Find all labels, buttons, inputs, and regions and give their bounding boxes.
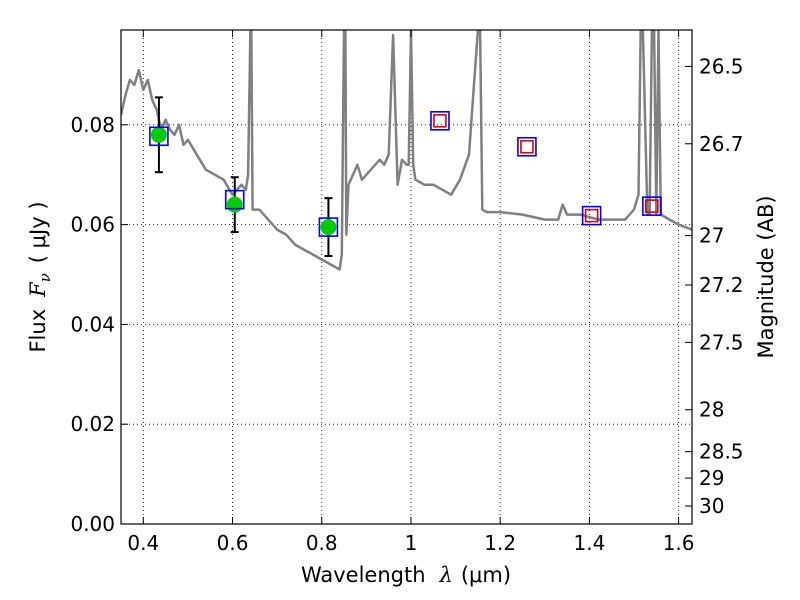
observed-point [320,219,337,236]
x-tick-label: 1.4 [573,531,605,555]
mag-tick-label: 27 [699,224,724,248]
model-square [642,196,662,216]
predicted-square [584,208,599,223]
predicted-square [645,199,659,213]
ticks: 0.4 0.6 0.8 1 1.2 1.4 1.6 0.00 0.02 0.04 0.06 0.08 2… [70,30,744,555]
sed-line [121,30,692,271]
x-axis-label: Wavelength λ (μm) [301,563,511,587]
mag-tick-label: 30 [699,494,724,518]
plot-frame [120,29,693,525]
x-tick-label: 0.4 [127,531,159,555]
mag-tick-label: 26.5 [699,54,744,78]
mag-tick-label: 29 [699,466,724,490]
mag-tick-label: 27.2 [699,273,744,297]
mag-tick-label: 26.7 [699,132,744,156]
gridlines [121,30,692,524]
model-square [517,136,537,157]
model-square [224,189,245,210]
observed-point [226,196,243,213]
x-tick-label: 1 [405,531,418,555]
x-tick-label: 0.8 [306,531,338,555]
mag-tick-label: 28.5 [699,440,744,464]
x-tick-label: 1.2 [484,531,516,555]
y2-axis-label: Magnitude (AB) [754,195,778,358]
y-tick-label: 0.00 [70,512,115,536]
y-tick-label: 0.02 [70,412,115,436]
x-tick-label: 1.6 [663,531,695,555]
plot-area [121,30,692,271]
model-square [581,205,602,226]
x-tick-label: 0.6 [217,531,249,555]
model-square [149,126,169,147]
model-square [430,111,450,131]
y-tick-label: 0.04 [70,312,115,336]
y-tick-label: 0.06 [70,213,115,237]
predicted-square [433,114,447,128]
model-square [318,217,339,237]
predicted-square [520,139,534,154]
y-tick-label: 0.08 [70,113,115,137]
y-axis-label: FluxFν( μJy ) [26,201,54,352]
mag-tick-label: 27.5 [699,330,744,354]
mag-tick-label: 28 [699,398,724,422]
observed-point [150,126,167,143]
